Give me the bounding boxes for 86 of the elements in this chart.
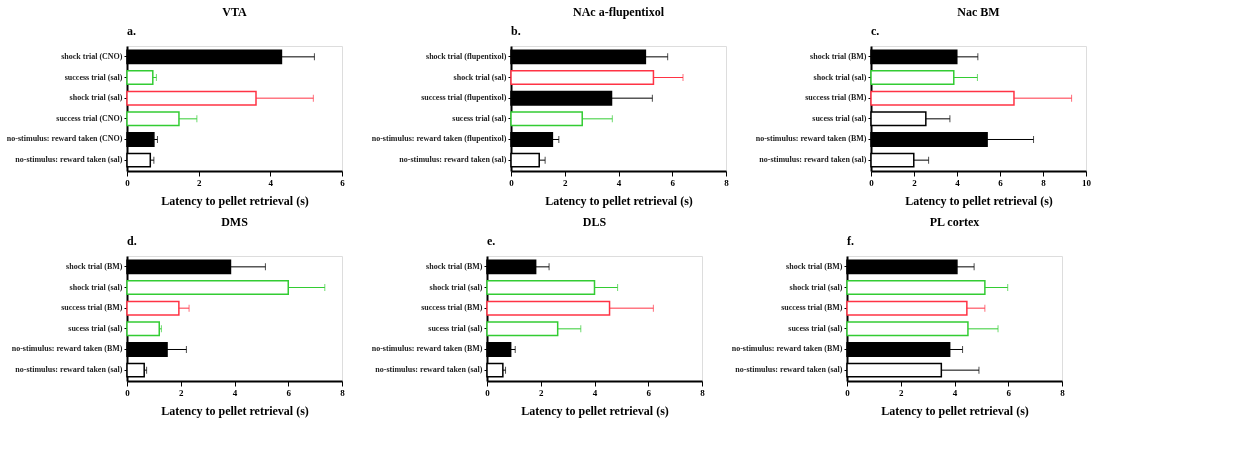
y-tick-label: success trial (BM) [781,303,843,313]
y-tick-label: shock trial (sal) [69,93,123,103]
y-tick-label: sucess trial (sal) [452,113,507,123]
text: c. [871,24,880,38]
bar [126,70,154,85]
text: f. [847,234,854,248]
y-tick-label: shock trial (flupentixol) [426,51,507,61]
x-tick-label: 6 [646,387,652,398]
y-tick-label: no-stimulus: reward taken (sal) [375,365,483,375]
x-tick-label: 8 [700,387,706,398]
x-tick-label: 0 [125,387,131,398]
x-tick-label: 2 [912,177,918,188]
y-tick-label: sucess trial (sal) [428,323,483,333]
y-tick-label: no-stimulus: reward taken (BM) [11,344,123,354]
y-tick-label: shock trial (sal) [453,72,507,82]
x-axis-title: Latency to pellet retrieval (s) [521,403,669,418]
x-tick-label: 6 [998,177,1004,188]
y-tick-label: shock trial (sal) [429,282,483,292]
y-tick-label: sucess trial (sal) [788,323,843,333]
x-tick-label: 0 [125,177,131,188]
x-axis-title: Latency to pellet retrieval (s) [881,403,1029,418]
text: b. [511,24,521,38]
y-tick-label: success trial (BM) [421,303,483,313]
y-tick-label: shock trial (sal) [69,282,123,292]
chart-title: DLS [582,215,607,229]
x-tick-label: 0 [509,177,515,188]
y-tick-label: no-stimulus: reward taken (BM) [731,344,843,354]
y-tick-label: no-stimulus: reward taken (flupentixol) [371,134,507,144]
chart-title: VTA [222,5,248,19]
y-tick-label: shock trial (sal) [813,72,867,82]
y-tick-label: success trial (BM) [61,303,123,313]
x-tick-label: 4 [232,387,238,398]
x-axis-title: Latency to pellet retrieval (s) [161,403,309,418]
y-tick-label: no-stimulus: reward taken (BM) [755,134,867,144]
x-tick-label: 6 [286,387,292,398]
x-tick-label: 0 [869,177,875,188]
chart-title: DMS [221,215,249,229]
x-tick-label: 2 [539,387,544,398]
y-tick-label: no-stimulus: reward taken (sal) [399,155,507,165]
x-tick-label: 2 [899,387,904,398]
y-tick-label: success trial (CNO) [56,113,123,123]
y-tick-label: no-stimulus: reward taken (sal) [759,155,867,165]
y-tick-label: shock trial (sal) [789,282,843,292]
text: a. [127,24,136,38]
x-axis-title: Latency to pellet retrieval (s) [905,193,1053,208]
x-tick-label: 2 [196,177,202,188]
x-tick-label: 0 [485,387,491,398]
bar [126,321,160,337]
y-tick-label: shock trial (BM) [786,261,843,271]
y-tick-label: success trial (flupentixol) [421,93,507,103]
y-tick-label: shock trial (BM) [810,51,867,61]
x-tick-label: 4 [268,177,274,188]
y-tick-label: success trial (BM) [805,93,867,103]
x-tick-label: 8 [724,177,730,188]
text: d. [127,234,137,248]
y-tick-label: shock trial (BM) [426,261,483,271]
y-tick-label: no-stimulus: reward taken (sal) [15,155,123,165]
x-tick-label: 4 [955,177,961,188]
x-axis-title: Latency to pellet retrieval (s) [545,193,693,208]
x-tick-label: 8 [1060,387,1066,398]
x-tick-label: 6 [1006,387,1012,398]
text: e. [487,234,496,248]
x-tick-label: 4 [592,387,598,398]
x-tick-label: 2 [179,387,184,398]
y-tick-label: sucess trial (sal) [812,113,867,123]
y-tick-label: shock trial (CNO) [61,51,123,61]
x-tick-label: 10 [1082,177,1092,188]
y-tick-label: no-stimulus: reward taken (CNO) [6,134,123,144]
y-tick-label: success trial (sal) [64,72,123,82]
y-tick-label: no-stimulus: reward taken (sal) [735,365,843,375]
x-tick-label: 8 [340,387,346,398]
chart-title: Nac BM [957,5,1000,19]
y-tick-label: shock trial (BM) [66,261,123,271]
x-tick-label: 6 [340,177,346,188]
x-tick-label: 2 [563,177,568,188]
x-tick-label: 8 [1041,177,1047,188]
y-tick-label: no-stimulus: reward taken (sal) [15,365,123,375]
y-tick-label: no-stimulus: reward taken (BM) [371,344,483,354]
y-tick-label: sucess trial (sal) [68,323,123,333]
chart-title: NAc a-flupentixol [573,5,665,19]
chart-title: PL cortex [929,215,980,229]
x-tick-label: 4 [952,387,958,398]
x-tick-label: 4 [616,177,622,188]
x-tick-label: 6 [670,177,676,188]
x-tick-label: 0 [845,387,851,398]
x-axis-title: Latency to pellet retrieval (s) [161,193,309,208]
